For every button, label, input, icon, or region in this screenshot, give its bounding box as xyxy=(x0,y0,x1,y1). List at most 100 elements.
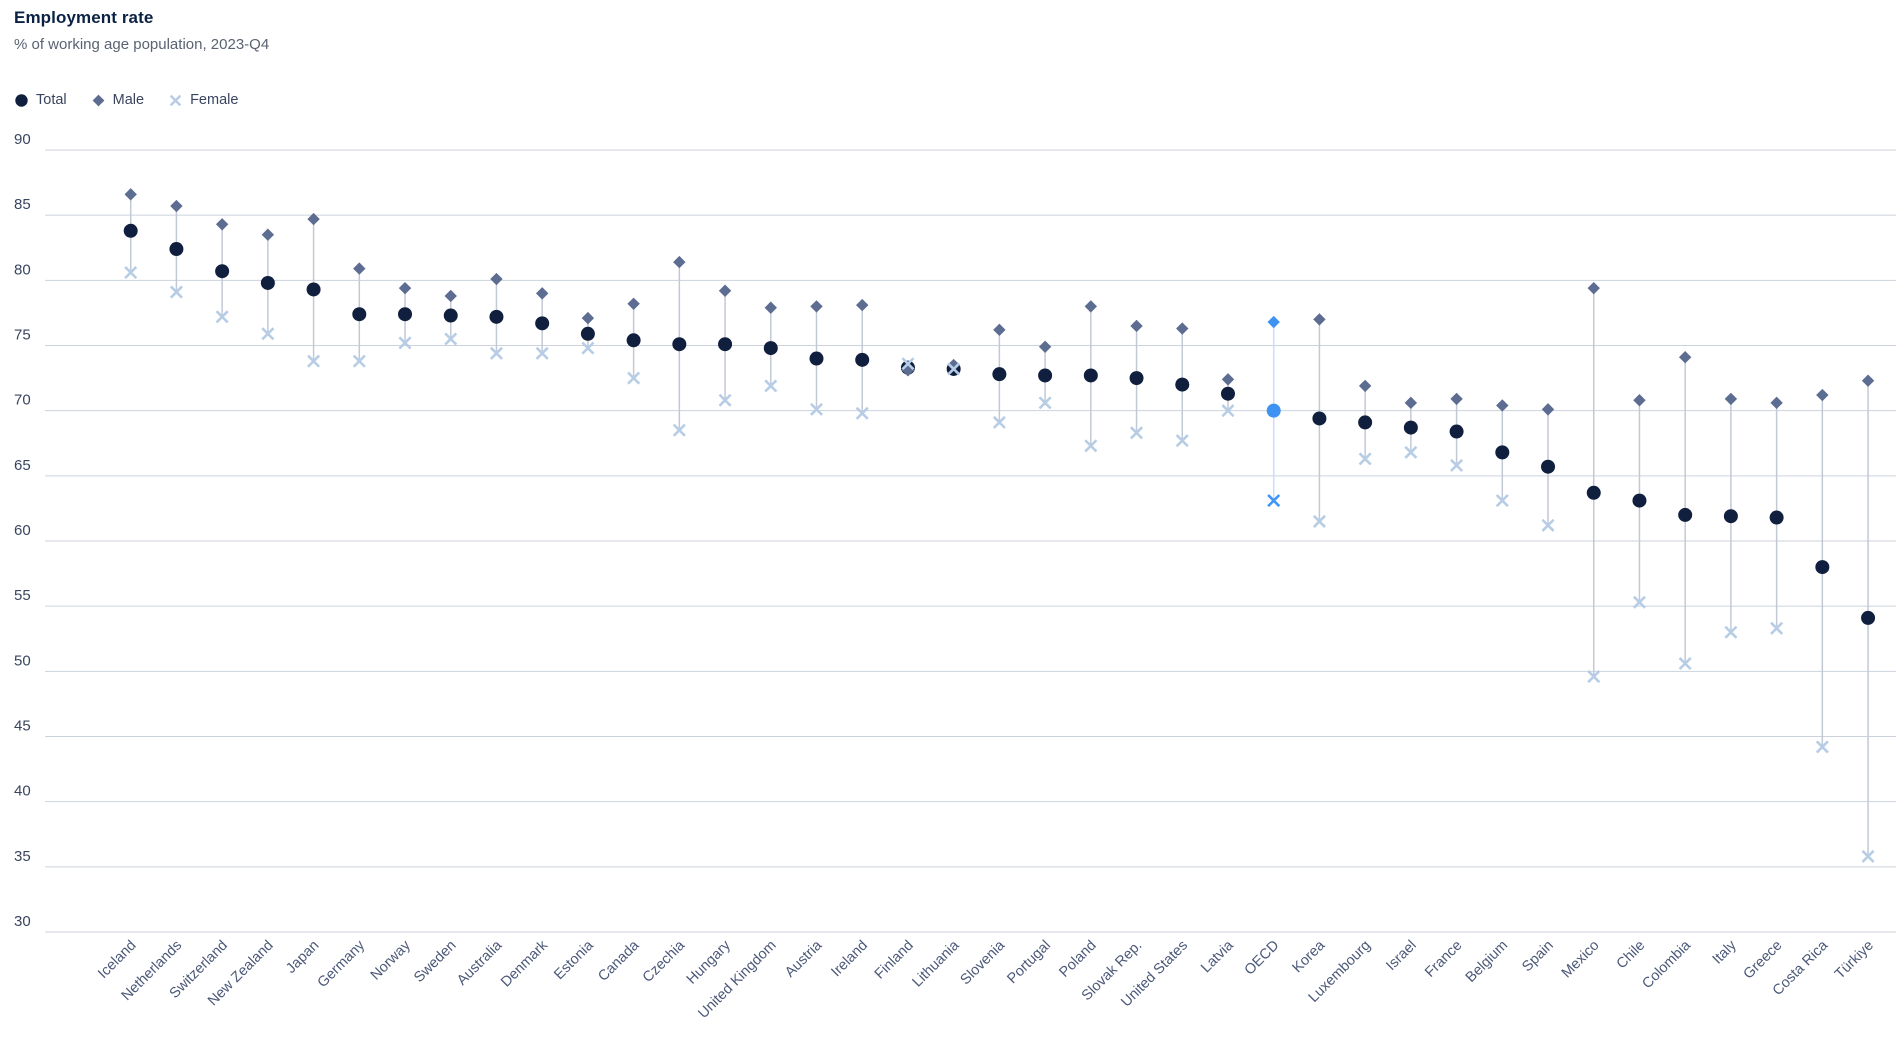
marker-male-netherlands[interactable] xyxy=(170,199,183,213)
marker-female-finland[interactable] xyxy=(901,357,915,371)
marker-total-germany[interactable] xyxy=(352,307,367,322)
marker-total-portugal[interactable] xyxy=(1038,368,1053,383)
marker-total-sweden[interactable] xyxy=(443,308,458,323)
marker-total-belgium[interactable] xyxy=(1495,445,1510,460)
marker-total-norway[interactable] xyxy=(398,307,413,322)
marker-female-t-rkiye[interactable] xyxy=(1861,849,1875,863)
marker-male-finland[interactable] xyxy=(901,364,915,377)
marker-female-costa-rica[interactable] xyxy=(1815,740,1829,754)
marker-female-united-kingdom[interactable] xyxy=(764,379,778,393)
marker-female-mexico[interactable] xyxy=(1587,670,1601,684)
marker-total-spain[interactable] xyxy=(1541,459,1556,474)
marker-male-mexico[interactable] xyxy=(1587,281,1600,295)
marker-female-greece[interactable] xyxy=(1770,621,1784,635)
marker-total-israel[interactable] xyxy=(1403,420,1418,435)
marker-male-poland[interactable] xyxy=(1084,300,1098,313)
marker-male-israel[interactable] xyxy=(1404,396,1418,410)
marker-female-iceland[interactable] xyxy=(124,265,138,280)
marker-female-latvia[interactable] xyxy=(1221,404,1235,418)
marker-total-costa-rica[interactable] xyxy=(1815,560,1830,575)
marker-male-latvia[interactable] xyxy=(1221,373,1235,386)
marker-male-united-kingdom[interactable] xyxy=(764,301,777,314)
marker-total-korea[interactable] xyxy=(1312,411,1327,426)
marker-male-korea[interactable] xyxy=(1313,313,1326,326)
marker-male-new-zealand[interactable] xyxy=(261,228,275,241)
marker-female-canada[interactable] xyxy=(627,371,641,385)
marker-female-italy[interactable] xyxy=(1724,625,1738,639)
marker-total-colombia[interactable] xyxy=(1678,507,1693,522)
marker-total-hungary[interactable] xyxy=(718,337,733,352)
marker-total-italy[interactable] xyxy=(1723,509,1738,524)
marker-total-japan[interactable] xyxy=(306,282,321,297)
marker-total-austria[interactable] xyxy=(809,351,824,366)
marker-female-chile[interactable] xyxy=(1632,595,1646,609)
marker-male-spain[interactable] xyxy=(1541,403,1555,416)
marker-female-united-states[interactable] xyxy=(1175,434,1189,448)
marker-total-mexico[interactable] xyxy=(1586,485,1601,500)
marker-male-czechia[interactable] xyxy=(673,255,686,269)
marker-male-greece[interactable] xyxy=(1770,396,1783,410)
marker-total-canada[interactable] xyxy=(626,333,641,348)
marker-female-lithuania[interactable] xyxy=(947,362,961,376)
marker-male-belgium[interactable] xyxy=(1496,399,1509,412)
marker-male-slovak-rep[interactable] xyxy=(1130,319,1143,333)
marker-female-japan[interactable] xyxy=(307,354,321,368)
marker-male-portugal[interactable] xyxy=(1038,340,1052,354)
marker-total-estonia[interactable] xyxy=(580,326,595,341)
marker-female-poland[interactable] xyxy=(1084,439,1098,453)
marker-male-estonia[interactable] xyxy=(581,311,595,325)
marker-male-united-states[interactable] xyxy=(1176,322,1189,335)
marker-male-ireland[interactable] xyxy=(856,298,869,312)
marker-total-oecd[interactable] xyxy=(1266,403,1281,418)
marker-male-norway[interactable] xyxy=(398,281,412,295)
marker-female-norway[interactable] xyxy=(398,336,412,350)
marker-total-united-kingdom[interactable] xyxy=(763,341,778,356)
marker-total-australia[interactable] xyxy=(489,309,504,324)
marker-male-sweden[interactable] xyxy=(444,289,457,303)
marker-male-chile[interactable] xyxy=(1633,394,1646,407)
marker-total-luxembourg[interactable] xyxy=(1358,415,1373,430)
marker-male-denmark[interactable] xyxy=(535,287,549,300)
marker-female-israel[interactable] xyxy=(1404,445,1418,459)
marker-total-chile[interactable] xyxy=(1632,493,1647,508)
marker-female-switzerland[interactable] xyxy=(215,310,229,324)
marker-female-luxembourg[interactable] xyxy=(1358,452,1372,466)
marker-male-slovenia[interactable] xyxy=(993,323,1006,337)
marker-male-france[interactable] xyxy=(1450,392,1463,406)
legend-item-total[interactable]: Total xyxy=(14,92,67,108)
marker-female-korea[interactable] xyxy=(1312,514,1326,528)
marker-male-lithuania[interactable] xyxy=(947,358,960,372)
marker-female-germany[interactable] xyxy=(352,354,366,368)
marker-female-oecd[interactable] xyxy=(1267,494,1281,508)
marker-male-luxembourg[interactable] xyxy=(1358,379,1372,393)
marker-female-new-zealand[interactable] xyxy=(261,327,275,341)
marker-total-switzerland[interactable] xyxy=(215,264,230,279)
marker-female-slovak-rep[interactable] xyxy=(1130,426,1144,440)
legend-item-female[interactable]: Female xyxy=(168,92,238,108)
marker-total-new-zealand[interactable] xyxy=(260,275,275,290)
marker-male-oecd[interactable] xyxy=(1267,315,1280,329)
marker-female-czechia[interactable] xyxy=(672,423,686,437)
marker-total-denmark[interactable] xyxy=(535,316,550,331)
marker-female-estonia[interactable] xyxy=(581,341,595,355)
marker-male-iceland[interactable] xyxy=(124,188,137,201)
marker-female-austria[interactable] xyxy=(809,402,824,416)
marker-female-belgium[interactable] xyxy=(1495,494,1509,508)
marker-total-united-states[interactable] xyxy=(1175,377,1190,392)
marker-total-netherlands[interactable] xyxy=(169,242,184,257)
marker-total-latvia[interactable] xyxy=(1220,386,1235,401)
marker-male-hungary[interactable] xyxy=(718,284,732,297)
marker-male-australia[interactable] xyxy=(490,272,503,286)
marker-female-france[interactable] xyxy=(1450,458,1464,472)
marker-total-t-rkiye[interactable] xyxy=(1861,610,1876,625)
marker-female-netherlands[interactable] xyxy=(169,285,183,299)
marker-male-germany[interactable] xyxy=(353,262,366,275)
marker-female-sweden[interactable] xyxy=(444,332,458,346)
marker-male-japan[interactable] xyxy=(307,212,320,226)
legend-item-male[interactable]: Male xyxy=(91,92,144,108)
marker-female-ireland[interactable] xyxy=(855,406,869,420)
marker-male-colombia[interactable] xyxy=(1678,351,1692,364)
marker-female-denmark[interactable] xyxy=(535,346,549,360)
marker-male-canada[interactable] xyxy=(627,297,640,310)
marker-total-poland[interactable] xyxy=(1083,368,1098,383)
